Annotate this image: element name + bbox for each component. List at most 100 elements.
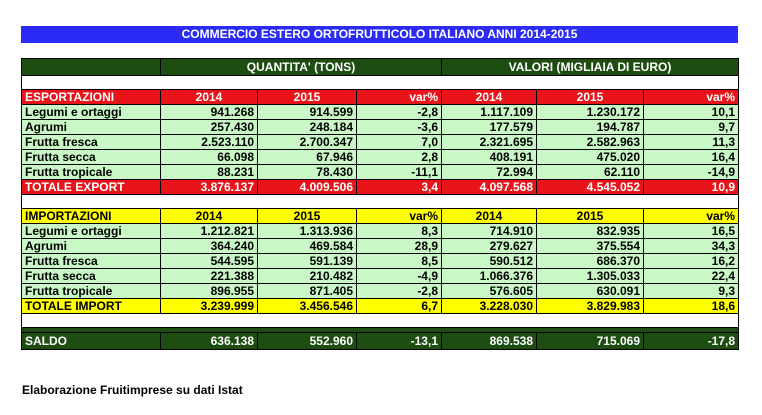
value-cell: 67.946 (257, 149, 357, 165)
import-total-row: TOTALE IMPORT 3.239.999 3.456.546 6,7 3.228.… (21, 298, 740, 314)
saldo-label: SALDO (21, 332, 161, 350)
trade-table: QUANTITA' (TONS) VALORI (MIGLIAIA DI EURO… (20, 58, 740, 350)
table-row: Legumi e ortaggi 1.212.821 1.313.936 8,3 714… (21, 223, 740, 239)
value-cell: 364.240 (160, 238, 258, 254)
product-name: Frutta tropicale (21, 283, 161, 299)
total-value: 4.097.568 (441, 179, 537, 195)
value-cell: 591.139 (257, 253, 357, 269)
table-title: COMMERCIO ESTERO ORTOFRUTTICOLO ITALIANO… (21, 26, 738, 43)
value-cell: 590.512 (441, 253, 537, 269)
var-percent: var% (356, 89, 442, 105)
saldo-row: SALDO 636.138 552.960 -13,1 869.538 715.069 -1… (21, 332, 740, 350)
values-header: VALORI (MIGLIAIA DI EURO) (440, 58, 740, 76)
blank-row (20, 194, 740, 209)
import-label: IMPORTAZIONI (21, 208, 161, 224)
value-cell: 375.554 (536, 238, 644, 254)
value-cell: -3,6 (356, 119, 442, 135)
total-value: 3.228.030 (441, 298, 537, 314)
total-value: 4.545.052 (536, 179, 644, 195)
value-cell: 2.321.695 (441, 134, 537, 150)
blank-cell (20, 75, 740, 90)
value-cell: 88.231 (160, 164, 258, 180)
value-cell: 9,3 (642, 283, 740, 299)
value-cell: 896.955 (160, 283, 258, 299)
value-cell: -2,8 (356, 104, 442, 120)
saldo-value: 552.960 (257, 332, 357, 350)
total-value: 4.009.506 (257, 179, 357, 195)
table-row: Frutta secca 66.098 67.946 2,8 408.191 475.02… (21, 149, 740, 165)
value-cell: 576.605 (441, 283, 537, 299)
year-2014: 2014 (160, 208, 258, 224)
year-2015: 2015 (257, 208, 357, 224)
value-cell: 72.994 (441, 164, 537, 180)
value-cell: 1.117.109 (441, 104, 537, 120)
value-cell: 34,3 (642, 238, 740, 254)
value-cell: 2.700.347 (257, 134, 357, 150)
year-2015: 2015 (536, 89, 644, 105)
table-row: Legumi e ortaggi 941.268 914.599 -2,8 1.117.… (21, 104, 740, 120)
value-cell: 248.184 (257, 119, 357, 135)
var-percent: var% (642, 89, 740, 105)
value-cell: 2.523.110 (160, 134, 258, 150)
total-value: 6,7 (356, 298, 442, 314)
table-row: Frutta secca 221.388 210.482 -4,9 1.066.376 1… (21, 268, 740, 284)
table-row: Agrumi 257.430 248.184 -3,6 177.579 194.787 9,… (21, 119, 740, 135)
value-cell: 8,3 (356, 223, 442, 239)
header-spacer (21, 58, 161, 76)
value-cell: 544.595 (160, 253, 258, 269)
saldo-value: -13,1 (356, 332, 442, 350)
value-cell: 941.268 (160, 104, 258, 120)
saldo-value: 869.538 (441, 332, 537, 350)
value-cell: 1.212.821 (160, 223, 258, 239)
value-cell: 10,1 (642, 104, 740, 120)
total-label: TOTALE IMPORT (21, 298, 161, 314)
year-2015: 2015 (257, 89, 357, 105)
value-cell: 469.584 (257, 238, 357, 254)
total-value: 3.876.137 (160, 179, 258, 195)
product-name: Frutta tropicale (21, 164, 161, 180)
value-cell: -4,9 (356, 268, 442, 284)
value-cell: 28,9 (356, 238, 442, 254)
saldo-value: -17,8 (642, 332, 740, 350)
value-cell: -2,8 (356, 283, 442, 299)
year-2015: 2015 (536, 208, 644, 224)
product-name: Agrumi (21, 119, 161, 135)
value-cell: 630.091 (536, 283, 644, 299)
product-name: Legumi e ortaggi (21, 104, 161, 120)
value-cell: -14,9 (642, 164, 740, 180)
var-percent: var% (356, 208, 442, 224)
year-2014: 2014 (441, 89, 537, 105)
value-cell: 914.599 (257, 104, 357, 120)
value-cell: 22,4 (642, 268, 740, 284)
table-row: Frutta tropicale 896.955 871.405 -2,8 576.60… (21, 283, 740, 299)
value-cell: 194.787 (536, 119, 644, 135)
blank-cell (20, 194, 740, 209)
header-row: QUANTITA' (TONS) VALORI (MIGLIAIA DI EURO… (21, 58, 740, 76)
value-cell: 16,2 (642, 253, 740, 269)
product-name: Agrumi (21, 238, 161, 254)
product-name: Frutta fresca (21, 253, 161, 269)
value-cell: 210.482 (257, 268, 357, 284)
saldo-value: 636.138 (160, 332, 258, 350)
total-value: 3,4 (356, 179, 442, 195)
value-cell: 7,0 (356, 134, 442, 150)
value-cell: 1.313.936 (257, 223, 357, 239)
import-header-row: IMPORTAZIONI 2014 2015 var% 2014 2015 var% (21, 208, 740, 224)
table-row: Agrumi 364.240 469.584 28,9 279.627 375.554 34… (21, 238, 740, 254)
product-name: Frutta secca (21, 268, 161, 284)
total-value: 3.239.999 (160, 298, 258, 314)
total-value: 3.829.983 (536, 298, 644, 314)
year-2014: 2014 (160, 89, 258, 105)
blank-cell (20, 313, 740, 328)
value-cell: 1.230.172 (536, 104, 644, 120)
saldo-value: 715.069 (536, 332, 644, 350)
value-cell: 408.191 (441, 149, 537, 165)
value-cell: 871.405 (257, 283, 357, 299)
blank-row (20, 313, 740, 328)
year-2014: 2014 (441, 208, 537, 224)
product-name: Frutta secca (21, 149, 161, 165)
value-cell: 832.935 (536, 223, 644, 239)
value-cell: 66.098 (160, 149, 258, 165)
export-total-row: TOTALE EXPORT 3.876.137 4.009.506 3,4 4.097.… (21, 179, 740, 195)
total-value: 18,6 (642, 298, 740, 314)
